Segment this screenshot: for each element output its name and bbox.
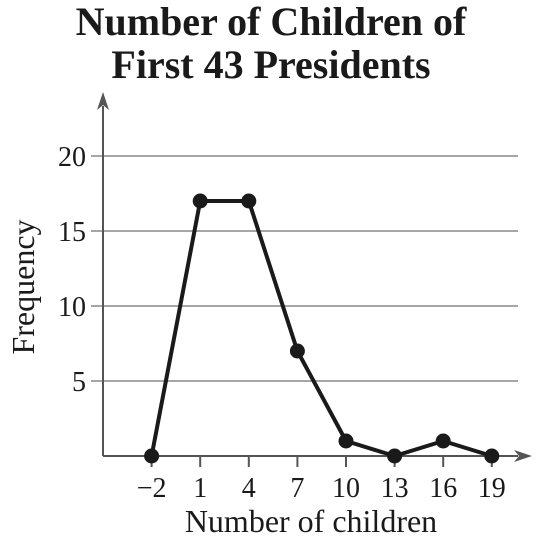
chart-title: Number of Children of First 43 President… — [0, 0, 542, 86]
y-axis-title: Frequency — [5, 219, 41, 354]
series-polyline — [149, 199, 493, 458]
y-axis-arrow — [97, 92, 109, 110]
tick-labels: 5 10 15 20 −2 1 4 7 10 13 16 19 — [58, 142, 506, 504]
x-axis-title: Number of children — [185, 503, 437, 539]
series-line — [149, 199, 493, 458]
x-tick-label: 10 — [332, 473, 360, 504]
x-tick-label: 13 — [381, 473, 409, 504]
data-point — [192, 193, 208, 209]
axes — [97, 92, 532, 467]
data-point — [435, 433, 451, 449]
y-tick-label: 10 — [58, 292, 86, 323]
gridlines — [91, 155, 518, 382]
data-point — [144, 448, 160, 464]
y-tick-label: 5 — [72, 367, 86, 398]
chart-title-line-1: Number of Children of — [75, 0, 467, 44]
data-point — [241, 193, 257, 209]
x-tick-label: 7 — [290, 473, 304, 504]
x-tick-label: 4 — [242, 473, 256, 504]
chart-title-line-2: First 43 Presidents — [111, 42, 431, 87]
data-point — [338, 433, 354, 449]
x-tick-label: −2 — [137, 473, 167, 504]
x-tick-label: 1 — [193, 473, 207, 504]
y-tick-label: 20 — [58, 142, 86, 173]
y-tick-label: 15 — [58, 217, 86, 248]
x-tick-label: 16 — [429, 473, 457, 504]
data-point — [387, 448, 403, 464]
data-point — [289, 343, 305, 359]
x-tick-label: 19 — [478, 473, 506, 504]
data-point — [484, 448, 500, 464]
data-points — [144, 193, 500, 464]
x-axis-arrow — [514, 450, 532, 462]
